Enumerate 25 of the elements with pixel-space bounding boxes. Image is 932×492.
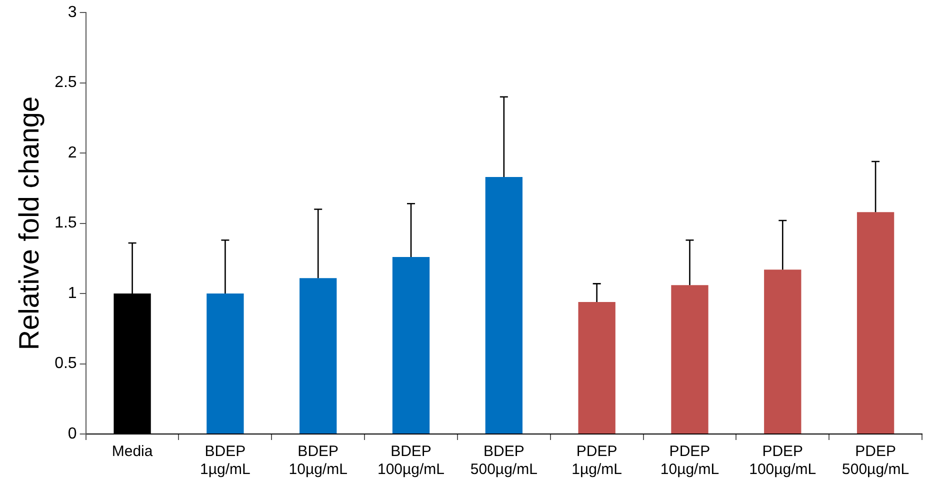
x-tick-label: BDEP 100µg/mL xyxy=(378,443,445,478)
x-tick-label: BDEP 500µg/mL xyxy=(470,443,538,478)
y-tick-label: 2 xyxy=(68,144,77,162)
y-tick-label: 2.5 xyxy=(54,74,77,92)
bar xyxy=(206,294,244,434)
x-tick-label: PDEP 1µg/mL xyxy=(572,443,622,478)
bar xyxy=(856,212,894,434)
y-axis-title: Relative fold change xyxy=(14,96,45,350)
x-tick-label: PDEP 500µg/mL xyxy=(842,443,910,478)
x-tick-label: Media xyxy=(112,443,154,460)
x-tick-label: BDEP 10µg/mL xyxy=(288,443,348,478)
x-tick-label: BDEP 1µg/mL xyxy=(200,443,250,478)
bar xyxy=(300,278,337,434)
y-tick-label: 3 xyxy=(68,4,77,22)
y-tick-label: 1 xyxy=(68,284,77,302)
bar xyxy=(392,257,430,434)
bar xyxy=(764,270,802,434)
y-tick-label: 0.5 xyxy=(54,355,77,372)
bar xyxy=(671,285,708,434)
x-tick-label: PDEP 10µg/mL xyxy=(660,443,720,478)
x-tick-label: PDEP 100µg/mL xyxy=(749,443,816,478)
y-tick-label: 1.5 xyxy=(54,214,77,232)
bar xyxy=(485,176,523,434)
bar xyxy=(578,302,616,434)
y-tick-label: 0 xyxy=(68,425,77,442)
